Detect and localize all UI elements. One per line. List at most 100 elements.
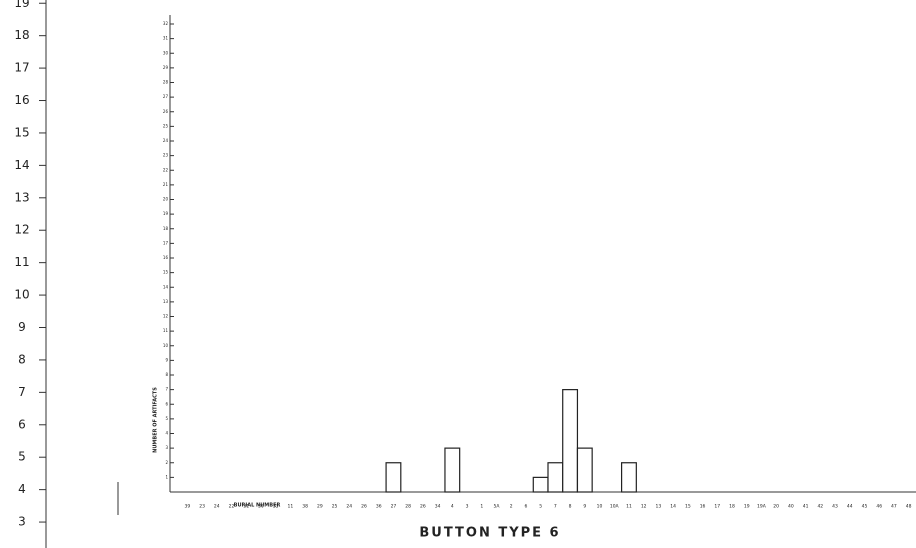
- x-tick-label: 12: [641, 504, 647, 510]
- y-tick-label: 3: [165, 445, 168, 450]
- left-scale-label: 13: [14, 190, 29, 204]
- y-tick-label: 29: [163, 65, 169, 70]
- x-tick-label: 14: [670, 504, 676, 510]
- x-tick-label: 6: [524, 504, 527, 510]
- x-tick-label: 25: [332, 504, 338, 510]
- x-tick-label: 20: [773, 504, 779, 510]
- x-tick-label: 16: [700, 504, 706, 510]
- y-tick-label: 28: [163, 80, 169, 85]
- y-tick-label: 15: [163, 270, 169, 275]
- bar: [444, 447, 461, 493]
- x-tick-label: 5A: [494, 504, 501, 510]
- y-axis-label: NUMBER OF ARTIFACTS: [153, 387, 159, 453]
- y-tick-label: 5: [165, 416, 168, 421]
- x-tick-label: 2: [510, 504, 513, 510]
- left-scale-label: 8: [18, 352, 26, 366]
- left-scale-label: 11: [14, 255, 29, 269]
- x-tick-label: 23: [199, 504, 205, 510]
- y-tick-label: 8: [165, 372, 168, 377]
- x-tick-label: 42: [817, 504, 823, 510]
- x-tick-label: 18: [729, 504, 735, 510]
- y-tick-label: 11: [163, 328, 169, 333]
- x-tick-label: 43: [832, 504, 838, 510]
- x-tick-label: 39: [184, 504, 190, 510]
- x-tick-label: 4: [451, 504, 454, 510]
- chart-title: BUTTON TYPE 6: [419, 526, 560, 541]
- x-tick-label: 47: [891, 504, 897, 510]
- x-tick-label: 1: [480, 504, 483, 510]
- left-scale-label: 15: [14, 125, 29, 139]
- left-scale-label: 19: [14, 0, 29, 10]
- x-tick-label: 29: [317, 504, 323, 510]
- y-tick-label: 32: [163, 21, 169, 26]
- x-tick-label: 27: [391, 504, 397, 510]
- x-tick-label: 45: [862, 504, 868, 510]
- y-tick-label: 18: [163, 226, 169, 231]
- x-tick-label: 17: [714, 504, 720, 510]
- left-scale-label: 16: [14, 93, 29, 107]
- x-tick-label: 33: [273, 504, 279, 510]
- x-tick-label: 24: [346, 504, 352, 510]
- x-tick-label: 19A: [757, 504, 767, 510]
- y-tick-label: 31: [163, 36, 169, 41]
- bar: [576, 447, 593, 493]
- x-tick-label: 5: [539, 504, 542, 510]
- y-tick-label: 14: [163, 284, 169, 289]
- x-tick-label: 10A: [610, 504, 620, 510]
- y-tick-label: 9: [165, 357, 168, 362]
- y-tick-label: 16: [163, 255, 169, 260]
- y-tick-label: 30: [163, 50, 169, 55]
- y-tick-label: 6: [165, 401, 168, 406]
- y-tick-label: 13: [163, 299, 169, 304]
- bar: [532, 476, 549, 493]
- left-scale-label: 7: [18, 385, 26, 399]
- x-tick-label: 11: [626, 504, 632, 510]
- x-tick-label: 38: [302, 504, 308, 510]
- bar: [547, 462, 564, 493]
- x-tick-label: 44: [847, 504, 853, 510]
- bar: [562, 389, 579, 493]
- x-tick-label: 36: [376, 504, 382, 510]
- x-tick-label: 19: [744, 504, 750, 510]
- bar: [385, 462, 402, 493]
- y-tick-label: 17: [163, 240, 169, 245]
- y-tick-label: 4: [165, 431, 168, 436]
- x-tick-label: 24: [214, 504, 220, 510]
- left-scale-label: 14: [14, 158, 29, 172]
- y-tick-label: 27: [163, 94, 169, 99]
- y-tick-label: 19: [163, 211, 169, 216]
- x-axis-label: BURIAL NUMBER: [234, 503, 281, 509]
- x-tick-label: 13: [656, 504, 662, 510]
- left-scale-label: 6: [18, 417, 26, 431]
- x-tick-label: 3: [466, 504, 469, 510]
- x-tick-label: 11: [288, 504, 294, 510]
- left-scale-label: 4: [18, 482, 26, 496]
- left-scale-label: 17: [14, 61, 29, 75]
- x-tick-label: 48: [906, 504, 912, 510]
- x-tick-label: 41: [803, 504, 809, 510]
- y-tick-label: 1: [165, 474, 168, 479]
- x-tick-label: 7: [554, 504, 557, 510]
- y-tick-label: 25: [163, 123, 169, 128]
- y-tick-label: 24: [163, 138, 169, 143]
- y-tick-label: 7: [165, 387, 168, 392]
- left-scale-label: 9: [18, 320, 26, 334]
- x-tick-label: 30: [258, 504, 264, 510]
- y-tick-label: 21: [163, 182, 169, 187]
- left-scale-label: 18: [14, 28, 29, 42]
- x-tick-label: 31: [243, 504, 249, 510]
- y-tick-label: 12: [163, 314, 169, 319]
- y-tick-label: 2: [165, 460, 168, 465]
- left-scale-label: 10: [14, 288, 29, 302]
- x-tick-label: 10: [597, 504, 603, 510]
- y-tick-label: 26: [163, 109, 169, 114]
- x-tick-label: 9: [583, 504, 586, 510]
- x-tick-label: 8: [569, 504, 572, 510]
- x-tick-label: 26: [361, 504, 367, 510]
- bar: [620, 462, 637, 493]
- left-scale-label: 5: [18, 450, 26, 464]
- y-tick-label: 20: [163, 197, 169, 202]
- left-scale-label: 12: [14, 223, 29, 237]
- left-scale-label: 3: [18, 515, 26, 529]
